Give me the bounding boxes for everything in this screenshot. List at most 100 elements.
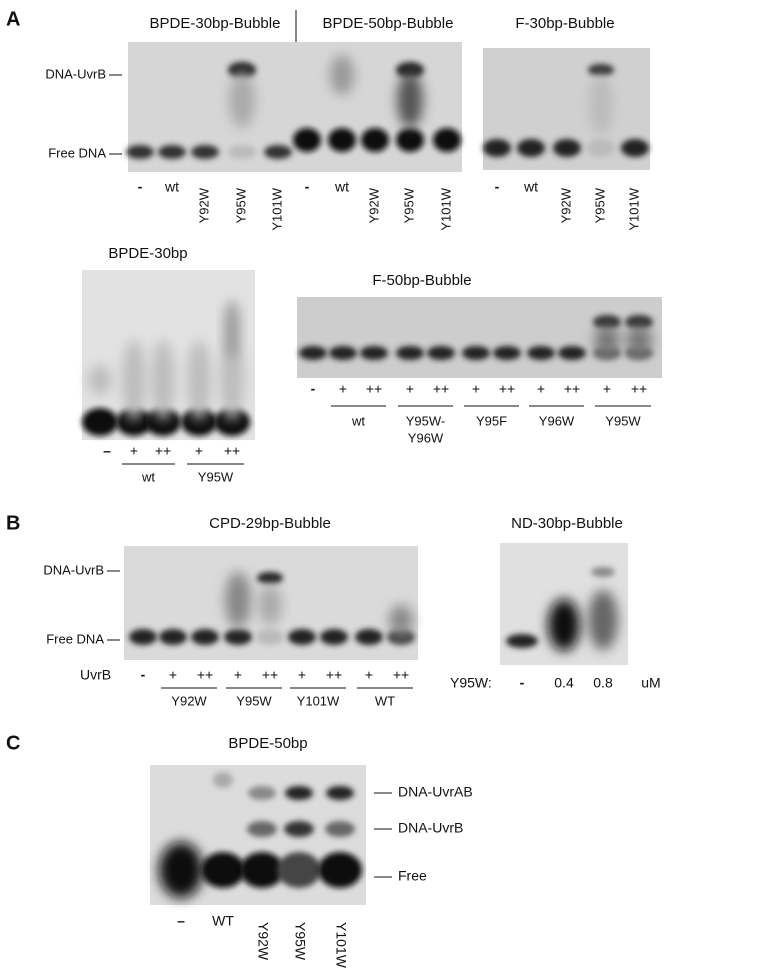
gel-title: CPD-29bp-Bubble <box>209 515 331 532</box>
lane-label: ++ <box>393 667 409 683</box>
band <box>228 62 256 78</box>
band <box>360 346 388 360</box>
band <box>325 821 355 837</box>
band-label: DNA-UvrAB <box>398 784 473 800</box>
band <box>247 821 277 837</box>
band-label: DNA-UvrB <box>45 66 106 81</box>
lane-label: Y101W <box>626 187 641 230</box>
band <box>330 55 354 95</box>
band-label: DNA-UvrB <box>398 820 463 836</box>
band <box>122 340 146 420</box>
lane-label: - <box>305 179 310 195</box>
band <box>299 346 327 360</box>
band <box>240 852 284 888</box>
group-label: wt <box>351 413 365 428</box>
band <box>258 585 282 625</box>
group-label: Y95W <box>198 469 234 484</box>
band <box>389 605 413 635</box>
band-label: Free <box>398 868 427 884</box>
lane-label: ++ <box>499 381 515 397</box>
lane-label: - <box>520 675 525 691</box>
band <box>225 572 251 628</box>
group-label: Y96W <box>539 413 575 428</box>
group-label: Y95W <box>605 413 641 428</box>
gel-title: ND-30bp-Bubble <box>511 515 623 532</box>
row-label: UvrB <box>80 667 111 683</box>
band <box>191 629 219 645</box>
band <box>187 340 211 420</box>
band <box>396 128 424 152</box>
band <box>158 145 186 159</box>
gel-title: BPDE-30bp <box>108 245 187 262</box>
lane-label: + <box>195 443 203 459</box>
band <box>201 852 245 888</box>
band <box>397 72 423 128</box>
band <box>151 340 175 420</box>
lane-label: ++ <box>366 381 382 397</box>
band <box>320 629 348 645</box>
band <box>285 786 313 800</box>
band <box>284 821 314 837</box>
band-label: Free DNA <box>48 145 106 160</box>
band <box>328 128 356 152</box>
band <box>588 590 618 650</box>
lane-label: + <box>406 381 414 397</box>
band <box>588 64 614 76</box>
lane-label: - <box>138 179 143 195</box>
band <box>191 145 219 159</box>
band <box>433 128 461 152</box>
lane-label: + <box>298 667 306 683</box>
lane-label: - <box>141 667 146 683</box>
lane-label: ++ <box>631 381 647 397</box>
lane-label: ++ <box>262 667 278 683</box>
lane-label: – <box>103 443 111 459</box>
group-label: Y95W- <box>406 413 446 428</box>
lane-label: Y95W <box>401 187 416 223</box>
panel-label: C <box>6 732 20 754</box>
band <box>213 772 233 788</box>
group-label: wt <box>141 469 155 484</box>
band <box>591 567 615 577</box>
band <box>621 139 649 157</box>
group-label: Y92W <box>171 693 207 708</box>
lane-label: + <box>234 667 242 683</box>
band <box>625 315 653 329</box>
row-label: Y95W: <box>450 675 492 691</box>
band <box>506 634 538 648</box>
band-label: Free DNA <box>46 631 104 646</box>
lane-label: wt <box>334 179 349 195</box>
band <box>145 408 181 436</box>
lane-label: Y95W <box>292 922 308 961</box>
band <box>277 852 321 888</box>
lane-label: + <box>365 667 373 683</box>
lane-label: ++ <box>433 381 449 397</box>
gel-title: BPDE-30bp-Bubble <box>150 15 281 32</box>
lane-label: ++ <box>224 443 240 459</box>
band <box>396 62 424 78</box>
band <box>587 139 615 157</box>
band <box>228 145 256 159</box>
band <box>126 145 154 159</box>
band <box>387 629 415 645</box>
band <box>329 346 357 360</box>
band <box>517 139 545 157</box>
band <box>220 340 244 420</box>
band <box>224 300 240 360</box>
band <box>396 346 424 360</box>
lane-label: Y95W <box>233 187 248 223</box>
lane-label: + <box>472 381 480 397</box>
lane-label: Y101W <box>438 187 453 230</box>
band <box>589 75 613 135</box>
band <box>553 139 581 157</box>
lane-label: Y101W <box>269 187 284 230</box>
band <box>159 629 187 645</box>
band <box>594 326 620 354</box>
lane-label: Y92W <box>255 922 271 961</box>
lane-label: + <box>537 381 545 397</box>
band <box>288 629 316 645</box>
lane-label: Y92W <box>366 187 381 223</box>
lane-label: + <box>169 667 177 683</box>
band <box>355 629 383 645</box>
band <box>229 72 255 128</box>
gel-title: F-50bp-Bubble <box>372 272 471 289</box>
